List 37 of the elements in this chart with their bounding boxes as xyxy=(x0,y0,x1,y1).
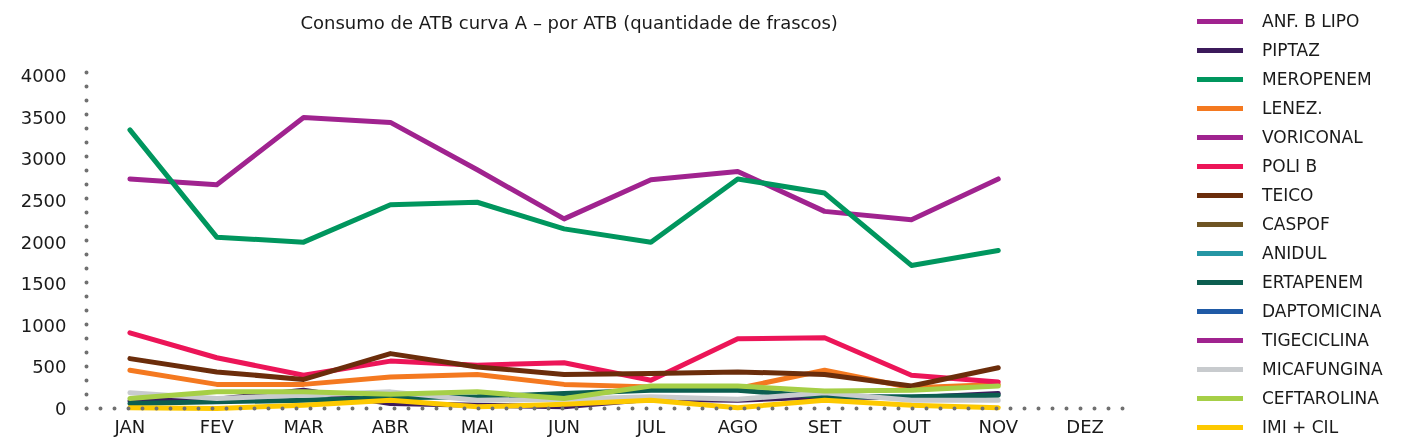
x-tick-label: JUL xyxy=(635,415,666,437)
legend-label: LENEZ. xyxy=(1262,98,1323,118)
legend-label: TEICO xyxy=(1262,185,1314,205)
y-tick-label: 3500 xyxy=(20,106,67,128)
x-tick-label: OUT xyxy=(892,415,932,437)
legend-label: TIGECICLINA xyxy=(1262,330,1369,350)
x-tick-label: DEZ xyxy=(1066,415,1104,437)
y-tick-label: 4000 xyxy=(20,65,67,87)
y-tick-label: 2000 xyxy=(20,231,67,253)
legend-label: ERTAPENEM xyxy=(1262,272,1364,292)
legend-label: CEFTAROLINA xyxy=(1262,388,1379,408)
legend-label: VORICONAL xyxy=(1262,127,1363,147)
y-tick-label: 1000 xyxy=(20,314,67,336)
y-tick-label: 3000 xyxy=(20,148,67,170)
x-tick-label: MAR xyxy=(283,415,324,437)
x-tick-label: MAI xyxy=(460,415,494,437)
x-tick-label: JAN xyxy=(113,415,146,437)
y-tick-label: 1500 xyxy=(20,273,67,295)
legend-label: IMI + CIL xyxy=(1262,417,1339,437)
legend-label: DAPTOMICINA xyxy=(1262,301,1382,321)
legend-label: POLI B xyxy=(1262,156,1318,176)
legend-label: MICAFUNGINA xyxy=(1262,359,1383,379)
x-tick-label: AGO xyxy=(717,415,758,437)
x-tick-label: NOV xyxy=(978,415,1019,437)
x-tick-label: JUN xyxy=(547,415,581,437)
legend-label: ANF. B LIPO xyxy=(1262,11,1360,31)
x-tick-label: ABR xyxy=(371,415,409,437)
y-tick-label: 500 xyxy=(32,356,67,378)
x-tick-label: SET xyxy=(807,415,843,437)
y-tick-label: 2500 xyxy=(20,190,67,212)
chart-title: Consumo de ATB curva A – por ATB (quantidade de frascos) xyxy=(300,12,838,33)
legend-label: CASPOF xyxy=(1262,214,1330,234)
legend-label: MEROPENEM xyxy=(1262,69,1372,89)
legend-label: ANIDUL xyxy=(1262,243,1327,263)
legend-label: PIPTAZ xyxy=(1262,40,1320,60)
y-tick-label: 0 xyxy=(55,398,67,419)
x-tick-label: FEV xyxy=(199,415,235,437)
